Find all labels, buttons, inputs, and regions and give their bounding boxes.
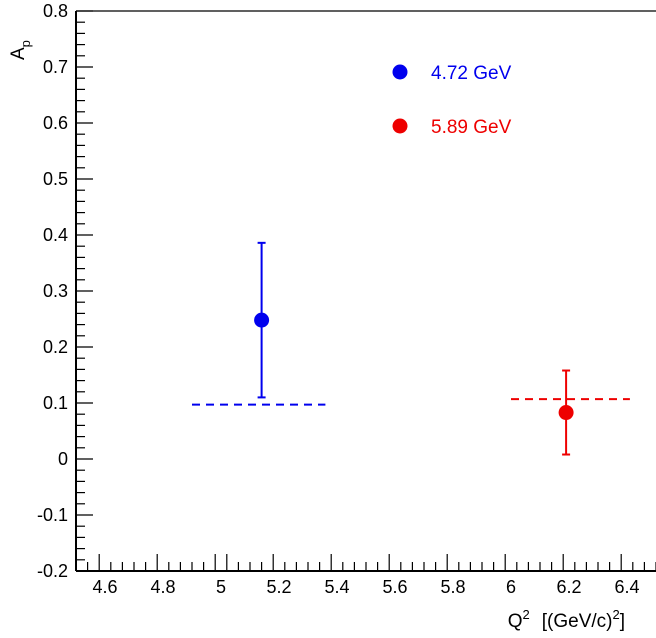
series-2 xyxy=(511,369,630,456)
y-tick-label: 0.8 xyxy=(43,1,68,21)
x-axis: 4.6 4.8 5 5.2 5.4 5.6 5.8 6 6.2 6.4 xyxy=(75,554,656,597)
x-tick-label: 5.2 xyxy=(266,577,291,597)
series-1 xyxy=(192,241,326,406)
x-tick-label: 6 xyxy=(506,577,516,597)
data-point xyxy=(558,405,574,421)
y-tick-label: 0.1 xyxy=(43,393,68,413)
y-tick-label: 0.2 xyxy=(43,337,68,357)
x-axis-title: Q2 [(GeV/c)2] xyxy=(508,607,625,632)
x-tick-label: 4.8 xyxy=(150,577,175,597)
data-point xyxy=(254,312,270,328)
x-tick-label: 5 xyxy=(216,577,226,597)
y-tick-label: -0.2 xyxy=(37,561,68,581)
legend-label: 4.72 GeV xyxy=(431,63,512,84)
y-axis: -0.2 -0.1 0 0.1 0.2 0.3 0.4 0.5 0.6 0.7 0.8 xyxy=(37,1,93,581)
y-tick-label: 0.7 xyxy=(43,57,68,77)
x-tick-label: 5.4 xyxy=(324,577,349,597)
legend-marker xyxy=(392,118,408,134)
legend: 4.72 GeV 5.89 GeV xyxy=(392,63,512,138)
y-tick-label: 0 xyxy=(58,449,68,469)
x-tick-label: 6.2 xyxy=(556,577,581,597)
y-tick-label: -0.1 xyxy=(37,505,68,525)
y-tick-label: 0.4 xyxy=(43,225,68,245)
y-tick-label: 0.3 xyxy=(43,281,68,301)
x-tick-label: 5.8 xyxy=(440,577,465,597)
y-tick-label: 0.5 xyxy=(43,169,68,189)
x-tick-label: 4.6 xyxy=(92,577,117,597)
y-axis-title: Ap xyxy=(8,40,33,60)
legend-label: 5.89 GeV xyxy=(431,117,512,138)
x-tick-label: 6.4 xyxy=(614,577,639,597)
plot-frame xyxy=(75,10,656,572)
y-tick-label: 0.6 xyxy=(43,113,68,133)
x-tick-label: 5.6 xyxy=(382,577,407,597)
legend-marker xyxy=(392,64,408,80)
data-series xyxy=(192,241,630,456)
